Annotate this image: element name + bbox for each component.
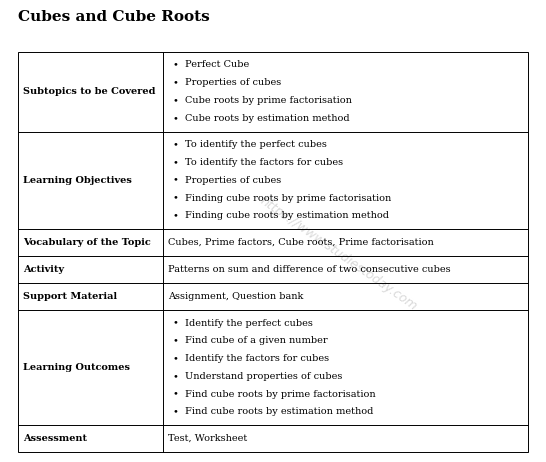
Text: Assessment: Assessment: [23, 434, 87, 443]
Text: Test, Worksheet: Test, Worksheet: [168, 434, 247, 443]
Text: •: •: [173, 390, 179, 399]
Text: •: •: [173, 212, 179, 220]
Text: Subtopics to be Covered: Subtopics to be Covered: [23, 87, 156, 96]
Text: Find cube roots by estimation method: Find cube roots by estimation method: [185, 407, 373, 416]
Text: Activity: Activity: [23, 265, 64, 274]
Text: https://www.studiestoday.com: https://www.studiestoday.com: [258, 195, 419, 314]
Text: Find cube of a given number: Find cube of a given number: [185, 336, 328, 346]
Text: Cube roots by prime factorisation: Cube roots by prime factorisation: [185, 96, 352, 105]
Text: Cubes and Cube Roots: Cubes and Cube Roots: [18, 10, 210, 24]
Text: Support Material: Support Material: [23, 292, 117, 301]
Text: Find cube roots by prime factorisation: Find cube roots by prime factorisation: [185, 390, 376, 399]
Text: Identify the factors for cubes: Identify the factors for cubes: [185, 354, 329, 363]
Text: Patterns on sum and difference of two consecutive cubes: Patterns on sum and difference of two co…: [168, 265, 451, 274]
Text: •: •: [173, 96, 179, 105]
Text: Perfect Cube: Perfect Cube: [185, 61, 250, 69]
Text: Learning Outcomes: Learning Outcomes: [23, 363, 130, 372]
Text: •: •: [173, 336, 179, 346]
Text: Assignment, Question bank: Assignment, Question bank: [168, 292, 304, 301]
Text: •: •: [173, 372, 179, 381]
Text: •: •: [173, 354, 179, 363]
Text: Properties of cubes: Properties of cubes: [185, 79, 282, 87]
Text: Finding cube roots by estimation method: Finding cube roots by estimation method: [185, 212, 389, 220]
Text: Finding cube roots by prime factorisation: Finding cube roots by prime factorisatio…: [185, 194, 391, 202]
Text: Vocabulary of the Topic: Vocabulary of the Topic: [23, 238, 151, 247]
Text: Properties of cubes: Properties of cubes: [185, 176, 282, 185]
Text: Cubes, Prime factors, Cube roots, Prime factorisation: Cubes, Prime factors, Cube roots, Prime …: [168, 238, 434, 247]
Text: To identify the factors for cubes: To identify the factors for cubes: [185, 158, 343, 167]
Text: •: •: [173, 176, 179, 185]
Text: •: •: [173, 407, 179, 416]
Text: To identify the perfect cubes: To identify the perfect cubes: [185, 140, 327, 149]
Text: •: •: [173, 79, 179, 87]
Text: •: •: [173, 61, 179, 69]
Text: Understand properties of cubes: Understand properties of cubes: [185, 372, 343, 381]
Text: •: •: [173, 114, 179, 123]
Text: •: •: [173, 158, 179, 167]
Text: Learning Objectives: Learning Objectives: [23, 176, 132, 185]
Text: Cube roots by estimation method: Cube roots by estimation method: [185, 114, 350, 123]
Bar: [18, 52, 528, 452]
Text: •: •: [173, 319, 179, 328]
Text: Identify the perfect cubes: Identify the perfect cubes: [185, 319, 313, 328]
Text: •: •: [173, 140, 179, 149]
Text: •: •: [173, 194, 179, 202]
